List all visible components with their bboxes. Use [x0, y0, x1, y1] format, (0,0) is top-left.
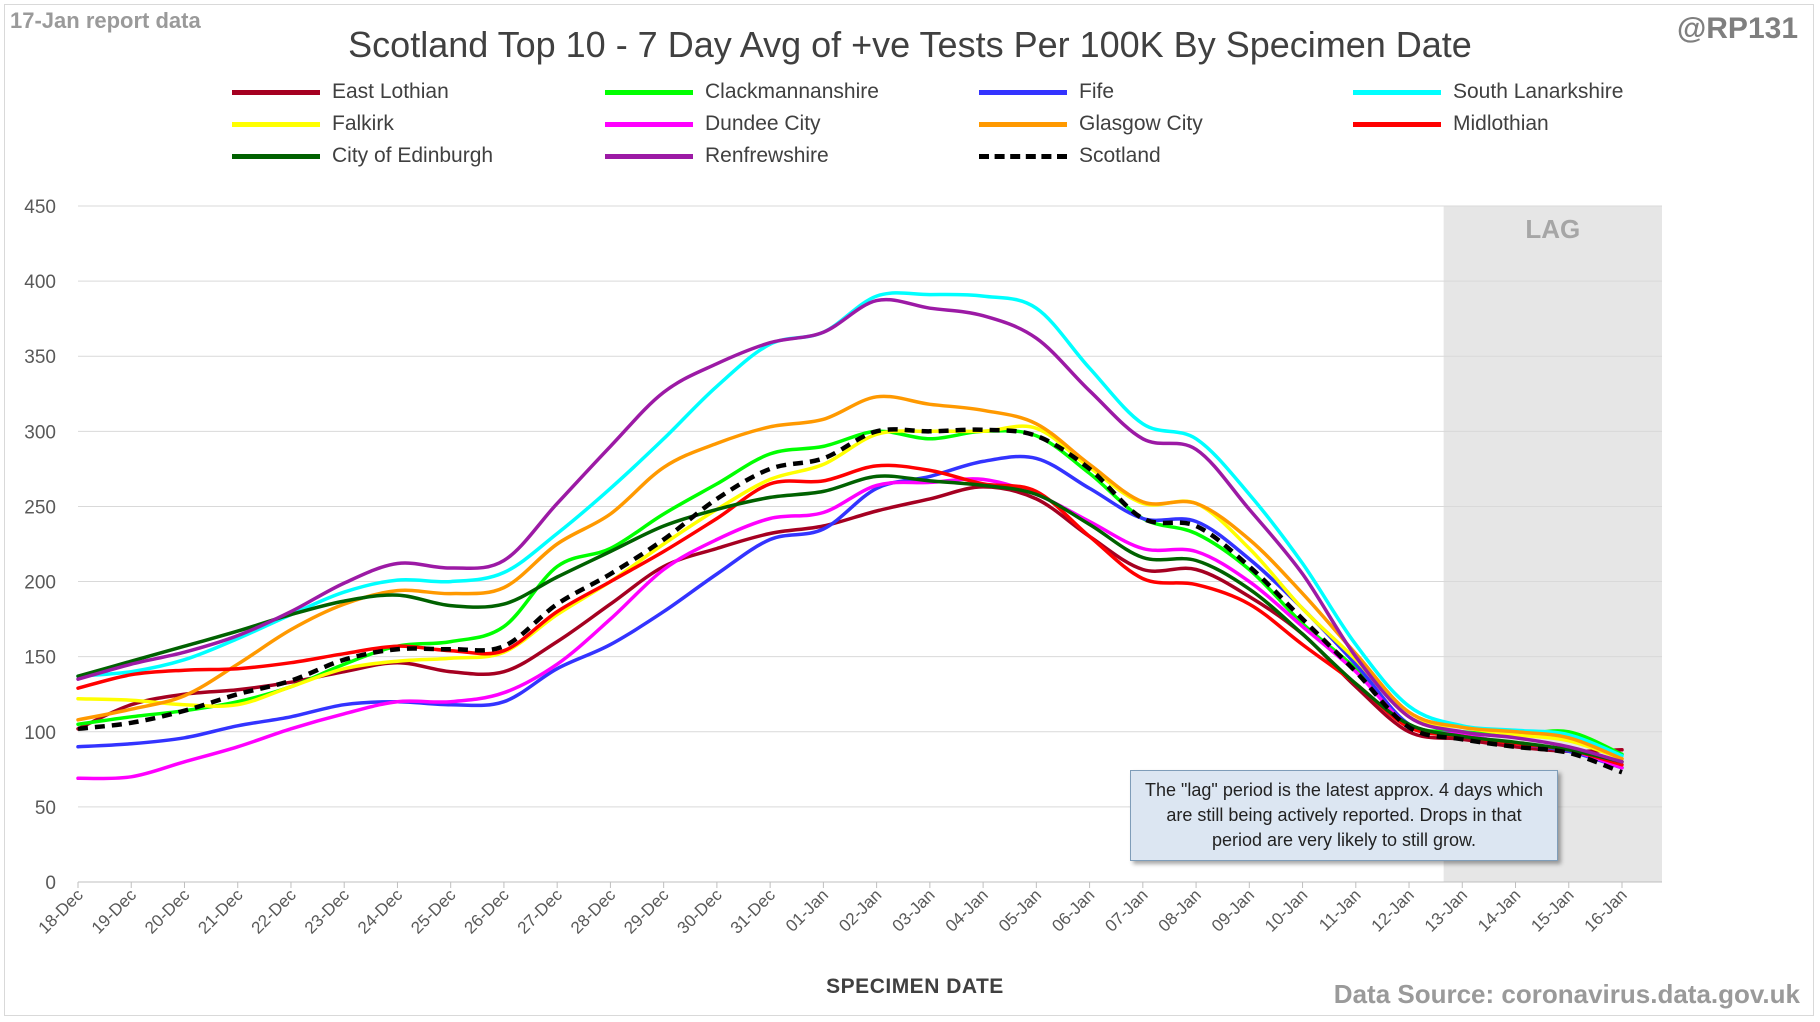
legend-item: South Lanarkshire	[1353, 77, 1623, 107]
legend-swatch	[605, 121, 693, 127]
x-tick-label: 16-Jan	[1581, 885, 1631, 935]
legend-swatch	[979, 153, 1067, 159]
legend-item: Clackmannanshire	[605, 77, 879, 107]
x-tick-label: 23-Dec	[301, 885, 354, 938]
x-tick-label: 13-Jan	[1421, 885, 1471, 935]
legend-swatch	[232, 153, 320, 159]
legend-label: Renfrewshire	[705, 144, 829, 167]
legend-swatch	[232, 89, 320, 95]
legend-item: Dundee City	[605, 109, 821, 139]
legend-item: City of Edinburgh	[232, 141, 493, 171]
x-tick-label: 25-Dec	[407, 885, 460, 938]
series-line-renfrewshire	[76, 297, 1624, 764]
legend-swatch	[605, 89, 693, 95]
x-tick-label: 02-Jan	[835, 885, 885, 935]
x-tick-label: 20-Dec	[141, 885, 194, 938]
y-tick-label: 200	[24, 573, 56, 594]
legend-label: Clackmannanshire	[705, 80, 879, 103]
y-tick-label: 250	[24, 497, 56, 518]
series-line-east-lothian	[76, 485, 1624, 754]
y-tick-label: 400	[24, 272, 56, 293]
x-axis-title: SPECIMEN DATE	[826, 975, 1004, 998]
x-tick-label: 31-Dec	[727, 885, 780, 938]
legend-label: Glasgow City	[1079, 112, 1203, 135]
author-handle: @RP131	[1677, 12, 1798, 45]
legend-label: Falkirk	[332, 112, 394, 135]
y-tick-label: 350	[24, 347, 56, 368]
lag-region	[1443, 206, 1662, 882]
chart-title: Scotland Top 10 - 7 Day Avg of +ve Tests…	[348, 24, 1472, 65]
legend-item: Scotland	[979, 141, 1161, 171]
y-tick-label: 100	[24, 723, 56, 744]
x-tick-label: 14-Jan	[1474, 885, 1524, 935]
report-date-note: 17-Jan report data	[10, 8, 201, 33]
lag-label: LAG	[1525, 214, 1580, 244]
x-tick-label: 18-Dec	[35, 885, 88, 938]
x-tick-label: 12-Jan	[1368, 885, 1418, 935]
y-tick-label: 0	[45, 873, 56, 894]
lag-annotation: The "lag" period is the latest approx. 4…	[1130, 770, 1558, 861]
x-tick-label: 07-Jan	[1101, 885, 1151, 935]
data-source-note: Data Source: coronavirus.data.gov.uk	[1333, 979, 1800, 1009]
legend-swatch	[979, 89, 1067, 95]
y-tick-label: 450	[24, 197, 56, 218]
series-line-fife	[76, 454, 1624, 770]
legend-swatch	[1353, 121, 1441, 127]
x-tick-label: 04-Jan	[942, 885, 992, 935]
legend-label: Fife	[1079, 80, 1115, 103]
series-line-south-lanarkshire	[76, 291, 1624, 758]
x-tick-label: 24-Dec	[354, 885, 407, 938]
legend-item: Fife	[979, 77, 1114, 107]
x-tick-label: 01-Jan	[782, 885, 832, 935]
legend-item: Midlothian	[1353, 109, 1549, 139]
legend-label: South Lanarkshire	[1453, 80, 1624, 103]
legend-label: City of Edinburgh	[332, 144, 494, 167]
legend-item: Falkirk	[232, 109, 394, 139]
x-tick-label: 21-Dec	[194, 885, 247, 938]
series-line-city-of-edinburgh	[76, 474, 1624, 764]
legend-label: East Lothian	[332, 80, 449, 103]
x-tick-label: 11-Jan	[1315, 885, 1364, 934]
x-tick-label: 28-Dec	[567, 885, 620, 938]
legend-item: Glasgow City	[979, 109, 1203, 139]
x-tick-label: 09-Jan	[1208, 885, 1258, 935]
legend-item: Renfrewshire	[605, 141, 829, 171]
series-line-clackmannanshire	[76, 428, 1624, 757]
legend-label: Scotland	[1079, 144, 1161, 167]
x-tick-label: 06-Jan	[1048, 885, 1098, 935]
y-tick-label: 50	[35, 798, 56, 819]
legend-label: Midlothian	[1453, 112, 1549, 135]
x-tick-label: 19-Dec	[88, 885, 141, 938]
x-tick-label: 29-Dec	[620, 885, 673, 938]
x-tick-label: 27-Dec	[514, 885, 567, 938]
legend-label: Dundee City	[705, 112, 821, 135]
x-tick-label: 05-Jan	[995, 885, 1045, 935]
legend-swatch	[1353, 89, 1441, 95]
x-tick-label: 08-Jan	[1155, 885, 1205, 935]
y-tick-label: 300	[24, 422, 56, 443]
legend-swatch	[232, 121, 320, 127]
legend-item: East Lothian	[232, 77, 449, 107]
series-line-glasgow-city	[76, 394, 1624, 761]
legend-swatch	[605, 153, 693, 159]
x-tick-label: 03-Jan	[888, 885, 938, 935]
y-tick-label: 150	[24, 648, 56, 669]
x-tick-label: 15-Jan	[1527, 885, 1577, 935]
series-line-scotland	[77, 427, 1623, 775]
x-tick-label: 22-Dec	[248, 885, 301, 938]
series-line-dundee-city	[76, 477, 1624, 781]
x-tick-label: 30-Dec	[674, 885, 727, 938]
x-tick-label: 10-Jan	[1261, 885, 1311, 935]
x-tick-label: 26-Dec	[461, 885, 514, 938]
legend-swatch	[979, 121, 1067, 127]
